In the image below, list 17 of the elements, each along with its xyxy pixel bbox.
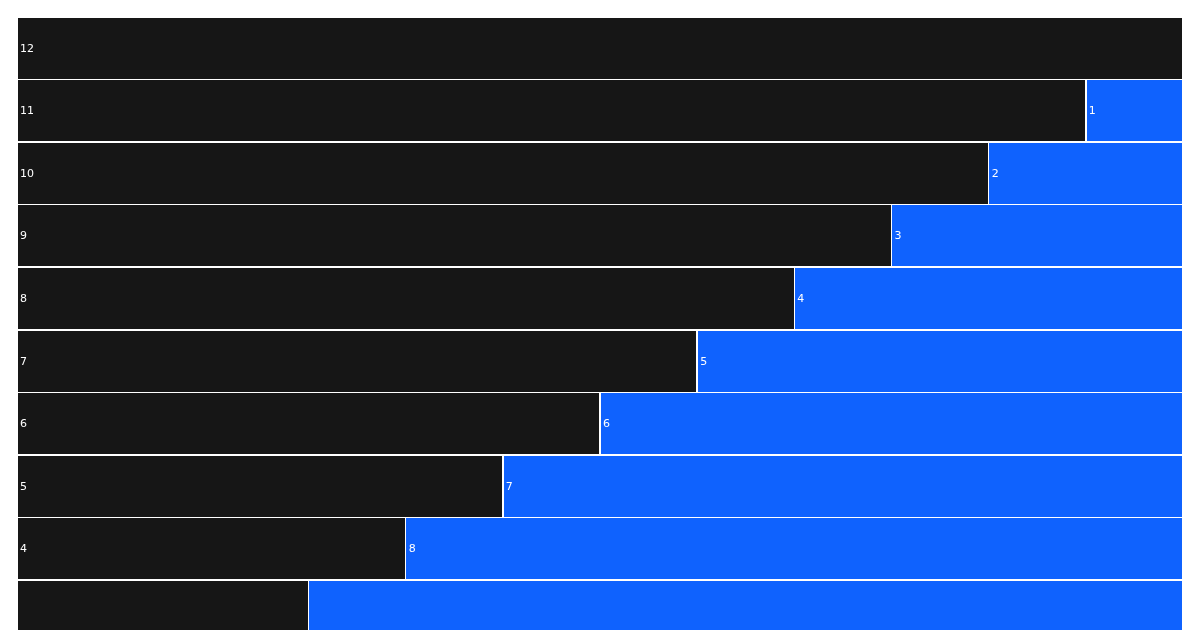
data-label: 8 — [408, 542, 416, 556]
data-label: 11 — [20, 104, 34, 118]
data-label: 10 — [20, 166, 34, 180]
data-label: 4 — [20, 542, 27, 556]
data-label: 1 — [1088, 104, 1096, 118]
data-label: 6 — [20, 417, 27, 431]
data-label: 3 — [894, 229, 902, 243]
data-label: 5 — [700, 354, 708, 368]
data-label: 4 — [797, 291, 805, 305]
data-label: 7 — [505, 479, 513, 493]
data-label: 7 — [20, 354, 27, 368]
data-label: 2 — [991, 166, 999, 180]
data-label: 9 — [20, 229, 27, 243]
data-label: 5 — [20, 479, 27, 493]
data-label: 6 — [603, 417, 610, 431]
data-label: 12 — [20, 41, 34, 55]
data-label: 8 — [20, 291, 27, 305]
